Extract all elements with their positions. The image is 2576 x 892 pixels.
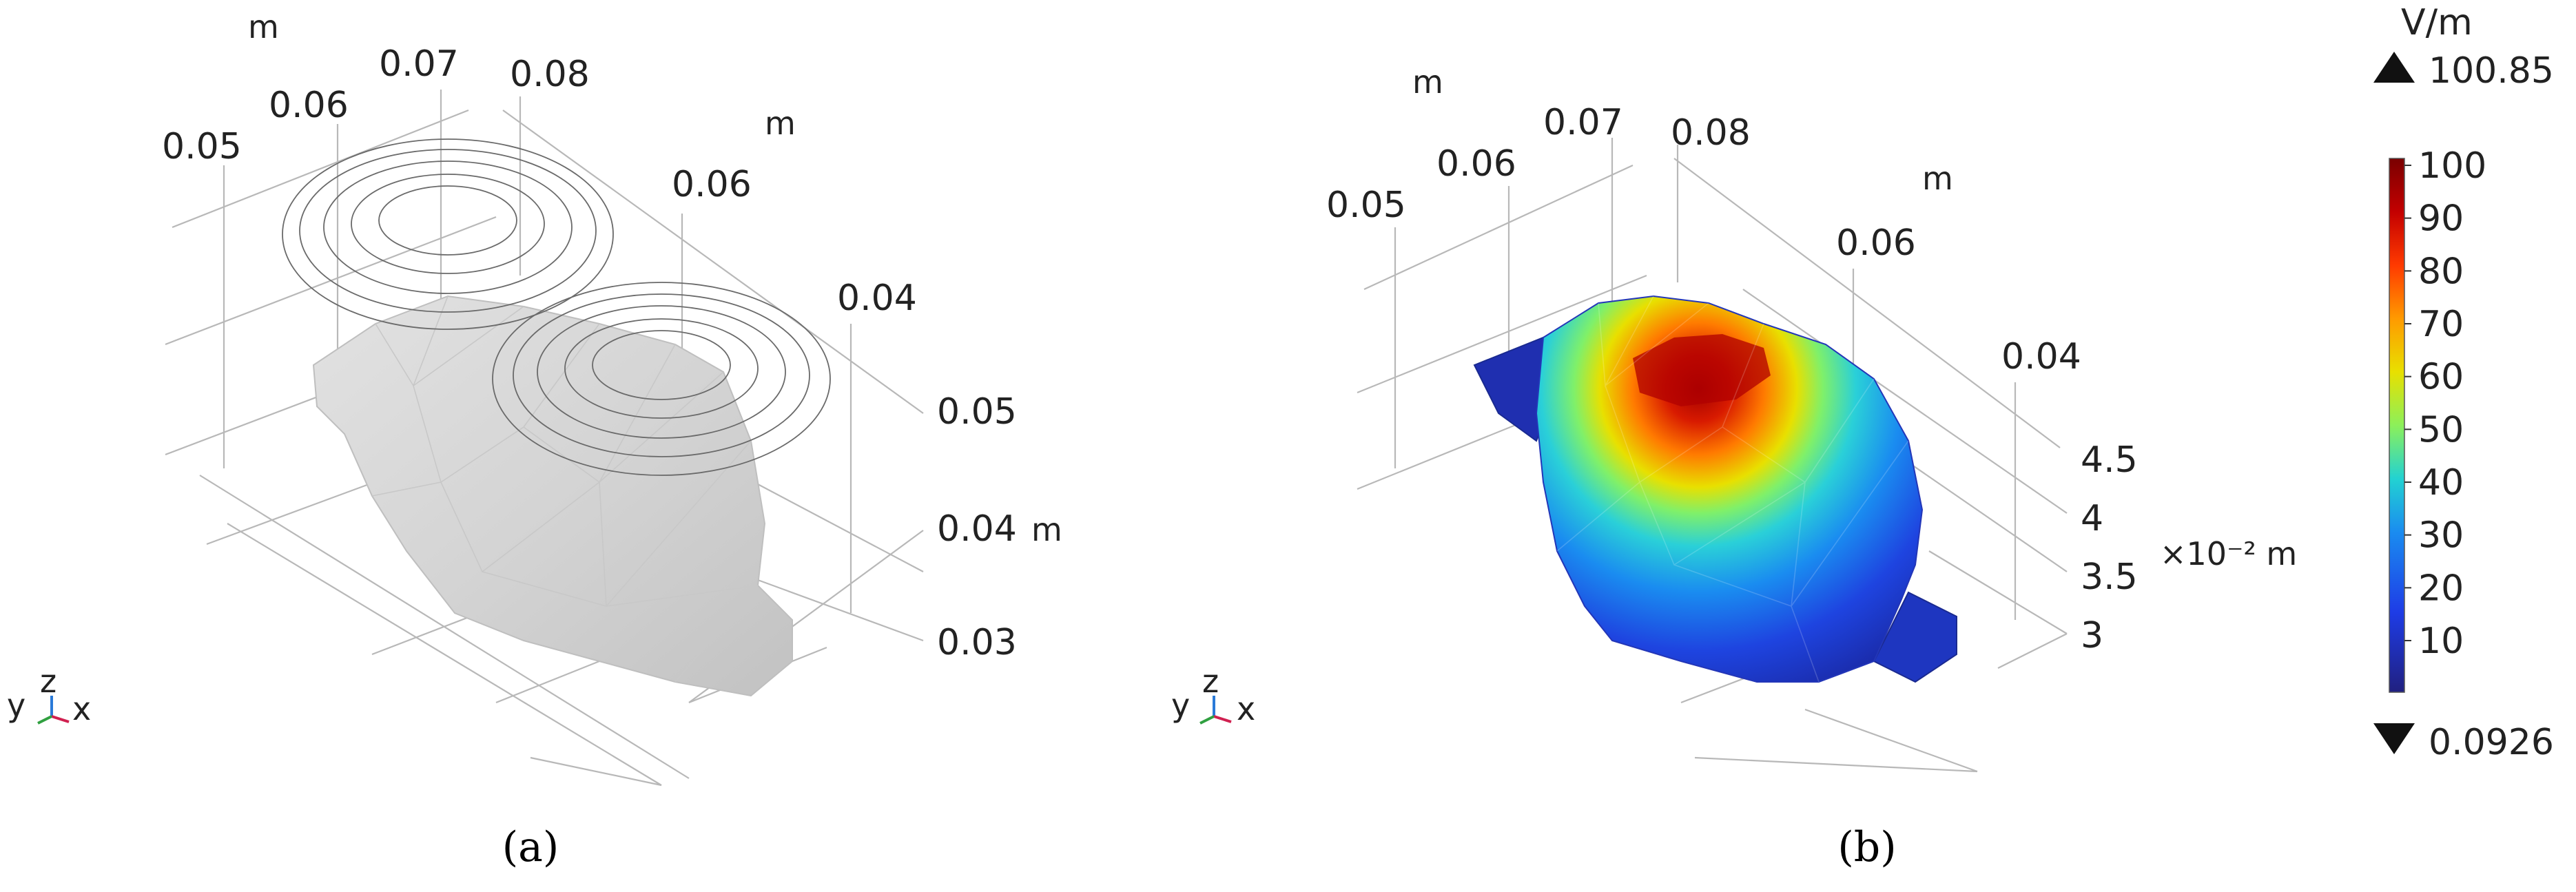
panel-b-side-tick-1: 4.5: [2081, 439, 2138, 481]
colorbar-gradient: [2389, 158, 2405, 693]
panel-b-hotspot: [1633, 334, 1771, 406]
panel-a-top-tick-1: 0.05: [162, 126, 242, 167]
panel-b-right-unit: m: [1922, 160, 1953, 197]
panel-b-side-tick-2: 4: [2081, 498, 2103, 539]
colorbar-tick-label: 30: [2418, 515, 2464, 557]
panel-a-body-surface: [312, 295, 793, 697]
colorbar-tick-label: 50: [2418, 409, 2464, 450]
panel-b-body-facets: [1556, 295, 1909, 683]
panel-b-side-tick-3: 3.5: [2081, 557, 2138, 598]
panel-a-top-tick-3: 0.07: [379, 43, 459, 85]
panel-b-triad-z: z: [1202, 663, 1219, 700]
panel-b-top-tick-3: 0.07: [1543, 102, 1623, 143]
colorbar-tick-label: 60: [2418, 357, 2464, 398]
colorbar-max-value: 100.85: [2429, 50, 2554, 92]
panel-a-side-unit: m: [1031, 511, 1062, 548]
colorbar-tick-label: 100: [2418, 145, 2486, 187]
panel-b-top-unit: m: [1412, 63, 1443, 101]
colorbar-tick-label: 70: [2418, 304, 2464, 345]
panel-b-top-tick-4: 0.08: [1671, 112, 1751, 154]
panel-a-axis-triad: y z x: [7, 663, 91, 727]
panel-a: m 0.05 0.06 0.07 0.08 m 0.06 0.04 0.05 0…: [7, 8, 1062, 871]
panel-b-top-tick-1: 0.05: [1326, 185, 1406, 226]
panel-b-triad-y: y: [1171, 687, 1190, 724]
panel-a-side-tick-2: 0.04: [937, 508, 1017, 550]
panel-b-label: (b): [1837, 823, 1896, 871]
panel-a-body-facets: [371, 295, 759, 683]
panel-a-top-unit: m: [248, 8, 279, 45]
panel-a-triad-x: x: [72, 690, 91, 727]
colorbar-tick-label: 20: [2418, 568, 2464, 609]
panel-b-axis-triad: y z x: [1171, 663, 1255, 727]
colorbar-max-arrow-icon: [2373, 52, 2415, 83]
colorbar-ticks: 100 90 80 70 60 50 40 30 20 10: [2404, 145, 2486, 662]
colorbar-tick-label: 80: [2418, 251, 2464, 292]
panel-b-right-tick-2: 0.04: [2001, 336, 2081, 377]
colorbar-min-arrow-icon: [2373, 723, 2415, 754]
colorbar-unit: V/m: [2401, 2, 2473, 43]
panel-b-triad-x: x: [1237, 690, 1255, 727]
panel-b-top-tick-2: 0.06: [1436, 143, 1516, 185]
panel-a-side-tick-3: 0.03: [937, 622, 1017, 663]
panel-a-contour-lower: [492, 282, 831, 476]
panel-a-triad-z: z: [40, 663, 56, 700]
panel-b-right-tick-1: 0.06: [1836, 222, 1916, 264]
panel-a-right-tick-2: 0.04: [837, 278, 917, 319]
panel-a-triad-y: y: [7, 687, 25, 724]
panel-a-right-tick-1: 0.06: [672, 164, 752, 205]
panel-a-top-tick-4: 0.08: [510, 54, 590, 95]
colorbar-tick-label: 10: [2418, 621, 2464, 662]
colorbar-tick-label: 90: [2418, 198, 2464, 240]
panel-b-side-unit: ×10⁻² m: [2160, 535, 2297, 572]
panel-a-contour-upper: [282, 138, 614, 330]
colorbar: V/m 100.85 100 90 80 70 60 50 40 30 20 10 0.0926: [2373, 2, 2554, 763]
panel-a-side-tick-1: 0.05: [937, 391, 1017, 433]
panel-b-side-tick-4: 3: [2081, 615, 2103, 656]
panel-a-label: (a): [502, 823, 559, 871]
colorbar-tick-label: 40: [2418, 462, 2464, 504]
colorbar-min-value: 0.0926: [2429, 722, 2554, 763]
panel-a-top-tick-2: 0.06: [269, 85, 349, 126]
panel-b: m 0.05 0.06 0.07 0.08 m 0.06 0.04 4.5 4 …: [1171, 63, 2297, 871]
panel-b-body-surface: [1535, 295, 1924, 683]
panel-a-right-unit: m: [765, 105, 796, 142]
